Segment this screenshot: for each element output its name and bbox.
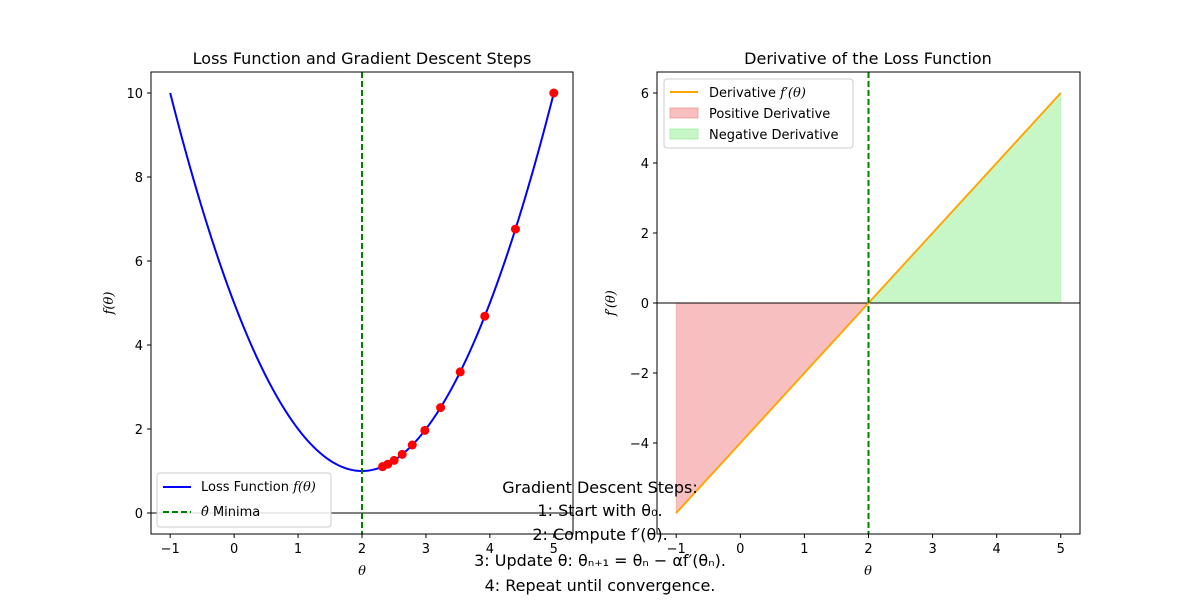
y-tick-label: 2 bbox=[135, 423, 143, 438]
x-tick-label: 2 bbox=[358, 542, 366, 557]
gradient-step-point bbox=[378, 462, 388, 472]
x-tick-label: 5 bbox=[550, 542, 558, 557]
annotation-line-2: 2: Compute f′(θ). bbox=[532, 525, 667, 544]
gradient-step-point bbox=[510, 224, 520, 234]
gradient-step-point bbox=[407, 440, 417, 450]
annotation-line-3: 3: Update θ: θₙ₊₁ = θₙ − αf′(θₙ). bbox=[474, 551, 726, 570]
x-tick-label: 3 bbox=[422, 542, 430, 557]
loss-chart-legend: Loss Function f(θ) θ̂ Minima bbox=[156, 472, 332, 528]
annotation-line-0: Gradient Descent Steps: bbox=[502, 478, 698, 497]
y-tick-label: 10 bbox=[126, 87, 143, 102]
loss-chart-frame bbox=[150, 71, 574, 535]
x-tick-label: 1 bbox=[800, 542, 808, 557]
loss-chart-xlabel: θ bbox=[358, 564, 366, 579]
loss-chart: Loss Function and Gradient Descent Steps… bbox=[102, 49, 574, 579]
gradient-steps-annotation: Gradient Descent Steps: 1: Start with θ₀… bbox=[474, 478, 726, 595]
y-tick-label: 4 bbox=[135, 339, 143, 354]
gradient-step-point bbox=[420, 425, 430, 435]
loss-chart-ylabel: f(θ) bbox=[102, 292, 117, 316]
gradient-step-point bbox=[397, 449, 407, 459]
derivative-chart: Derivative of the Loss Function −1 0 1 2 3 4 5… bbox=[604, 49, 1081, 579]
x-tick-label: 0 bbox=[230, 542, 238, 557]
y-tick-label: 0 bbox=[135, 507, 143, 522]
legend-patch-negative bbox=[669, 128, 699, 140]
y-tick-label: 8 bbox=[135, 171, 143, 186]
y-tick-label: 6 bbox=[135, 255, 143, 270]
x-tick-label: 3 bbox=[928, 542, 936, 557]
y-tick-label: 6 bbox=[641, 87, 649, 102]
x-tick-label: 5 bbox=[1057, 542, 1065, 557]
legend-label-positive: Positive Derivative bbox=[709, 107, 830, 122]
x-tick-label: 2 bbox=[864, 542, 872, 557]
gradient-step-point bbox=[549, 88, 559, 98]
x-tick-label: −1 bbox=[667, 542, 686, 557]
legend-label-loss: Loss Function f(θ) bbox=[201, 480, 316, 495]
gradient-step-point bbox=[455, 367, 465, 377]
legend-patch-positive bbox=[669, 107, 699, 119]
y-tick-label: −2 bbox=[630, 367, 649, 382]
legend-label-derivative: Derivative f′(θ) bbox=[709, 86, 806, 101]
gradient-step-point bbox=[436, 403, 446, 413]
x-tick-label: 4 bbox=[993, 542, 1001, 557]
y-tick-label: 2 bbox=[641, 227, 649, 242]
derivative-chart-xlabel: θ bbox=[864, 564, 872, 579]
x-tick-label: 1 bbox=[294, 542, 302, 557]
y-tick-label: 4 bbox=[641, 157, 649, 172]
annotation-line-4: 4: Repeat until convergence. bbox=[485, 576, 716, 595]
x-tick-label: 4 bbox=[486, 542, 494, 557]
legend-label-negative: Negative Derivative bbox=[709, 128, 839, 143]
derivative-chart-frame bbox=[656, 71, 1081, 535]
gradient-step-point bbox=[480, 311, 490, 321]
derivative-chart-ylabel: f′(θ) bbox=[604, 290, 619, 317]
x-tick-label: 0 bbox=[736, 542, 744, 557]
x-tick-label: −1 bbox=[161, 542, 180, 557]
y-tick-label: 0 bbox=[641, 297, 649, 312]
y-tick-label: −4 bbox=[630, 437, 649, 452]
annotation-line-1: 1: Start with θ₀. bbox=[537, 501, 662, 520]
derivative-chart-legend: Derivative f′(θ) Positive Derivative Neg… bbox=[663, 78, 854, 149]
loss-chart-title: Loss Function and Gradient Descent Steps bbox=[193, 49, 532, 68]
derivative-chart-title: Derivative of the Loss Function bbox=[744, 49, 992, 68]
legend-label-minima: θ̂ Minima bbox=[201, 505, 260, 520]
